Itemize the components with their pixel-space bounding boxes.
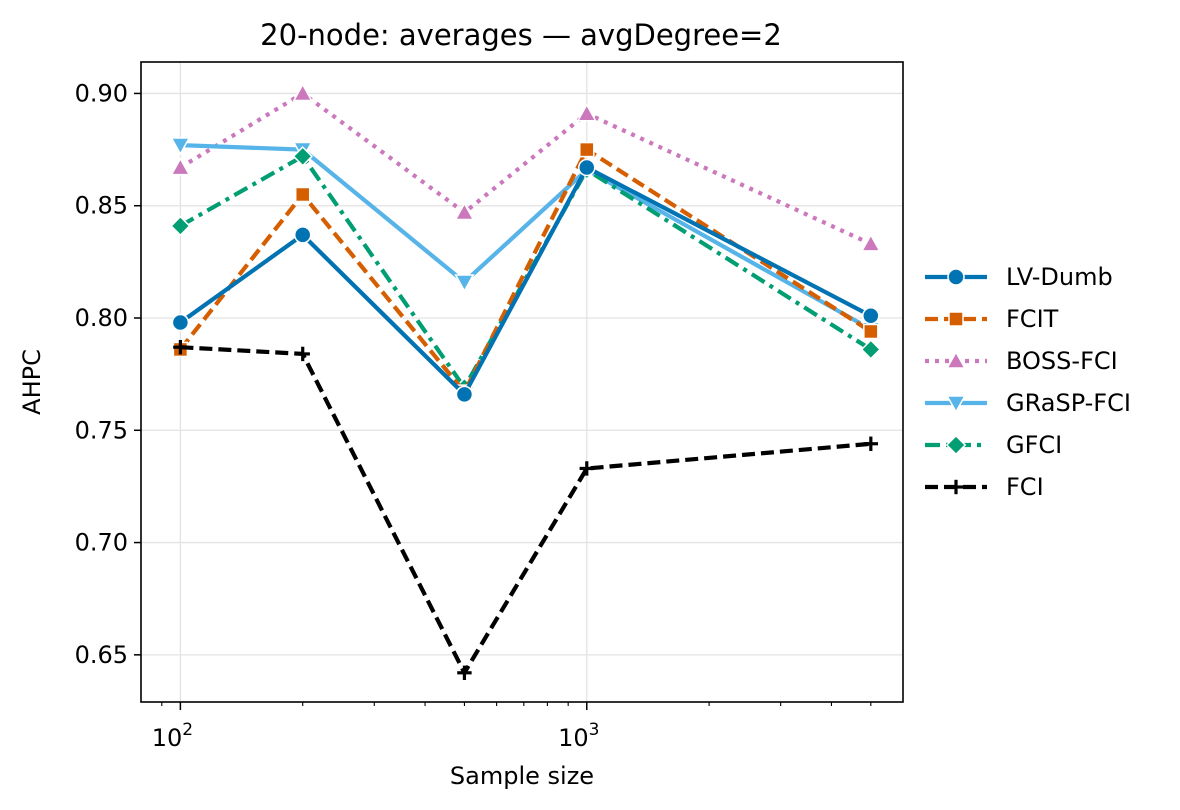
y-tick-label: 0.75 xyxy=(75,416,128,444)
marker-triangle xyxy=(945,350,967,369)
series-fci xyxy=(173,339,879,681)
y-tick-label: 0.85 xyxy=(75,192,128,220)
legend: LV-Dumb FCIT BOSS-FCI GRaSP-FCI GFCI FCI xyxy=(925,263,1131,501)
legend-label: BOSS-FCI xyxy=(1006,347,1118,375)
data-point-fci xyxy=(173,339,188,355)
data-point-lv-dumb xyxy=(293,226,312,244)
data-point-boss-fci xyxy=(454,202,475,221)
data-point-fcit xyxy=(863,323,879,340)
data-point-boss-fci xyxy=(170,157,191,176)
data-point-lv-dumb xyxy=(578,158,596,177)
legend-item-grasp-fci: GRaSP-FCI xyxy=(925,389,1131,417)
x-tick-label: 102 xyxy=(152,720,193,752)
data-point-lv-dumb xyxy=(455,385,474,404)
data-point-grasp-fci xyxy=(454,274,475,293)
data-point-boss-fci xyxy=(576,103,597,122)
data-point-grasp-fci xyxy=(170,137,191,156)
data-point-gfci xyxy=(292,146,313,167)
data-point-fci xyxy=(457,665,472,681)
marker-triangle xyxy=(945,395,967,414)
legend-item-fci: FCI xyxy=(925,473,1044,501)
x-axis-label: Sample size xyxy=(450,762,594,790)
series-layer xyxy=(170,83,882,681)
legend-label: GRaSP-FCI xyxy=(1006,389,1131,417)
series-line-fcit xyxy=(178,147,872,395)
y-tick-label: 0.70 xyxy=(75,529,128,557)
data-point-boss-fci xyxy=(860,233,881,252)
data-point-lv-dumb xyxy=(171,313,190,332)
marker-square xyxy=(948,311,964,327)
data-point-fci xyxy=(579,461,594,476)
legend-item-lv-dumb: LV-Dumb xyxy=(925,263,1113,291)
y-tick-label: 0.65 xyxy=(75,641,128,669)
data-point-fci xyxy=(295,346,310,362)
y-tick-label: 0.80 xyxy=(75,304,128,332)
y-tick-label: 0.90 xyxy=(75,79,128,107)
legend-label: GFCI xyxy=(1006,431,1062,459)
legend-item-boss-fci: BOSS-FCI xyxy=(925,347,1118,375)
chart-title: 20-node: averages — avgDegree=2 xyxy=(260,18,782,52)
legend-item-gfci: GFCI xyxy=(925,431,1062,459)
legend-label: FCIT xyxy=(1006,305,1059,333)
series-lv-dumb xyxy=(171,158,880,404)
plot-frame xyxy=(140,61,904,703)
y-axis-label: AHPC xyxy=(18,349,46,415)
data-point-fcit xyxy=(294,186,311,203)
marker-diamond xyxy=(945,434,967,456)
marker-plus xyxy=(948,479,964,495)
legend-label: FCI xyxy=(1006,473,1044,501)
data-point-boss-fci xyxy=(292,83,313,102)
legend-item-fcit: FCIT xyxy=(925,305,1059,333)
legend-label: LV-Dumb xyxy=(1006,263,1113,291)
data-point-fci xyxy=(863,436,879,451)
data-point-lv-dumb xyxy=(862,307,880,325)
data-point-gfci xyxy=(860,339,882,360)
marker-circle xyxy=(947,268,965,286)
data-point-gfci xyxy=(170,215,191,237)
series-boss-fci xyxy=(170,83,881,252)
x-tick-label: 103 xyxy=(558,720,599,752)
series-line-gfci xyxy=(179,154,872,390)
data-point-fcit xyxy=(579,141,595,158)
axes: 0.65 0.70 0.75 0.80 0.85 0.90 102 103 xyxy=(75,79,872,752)
